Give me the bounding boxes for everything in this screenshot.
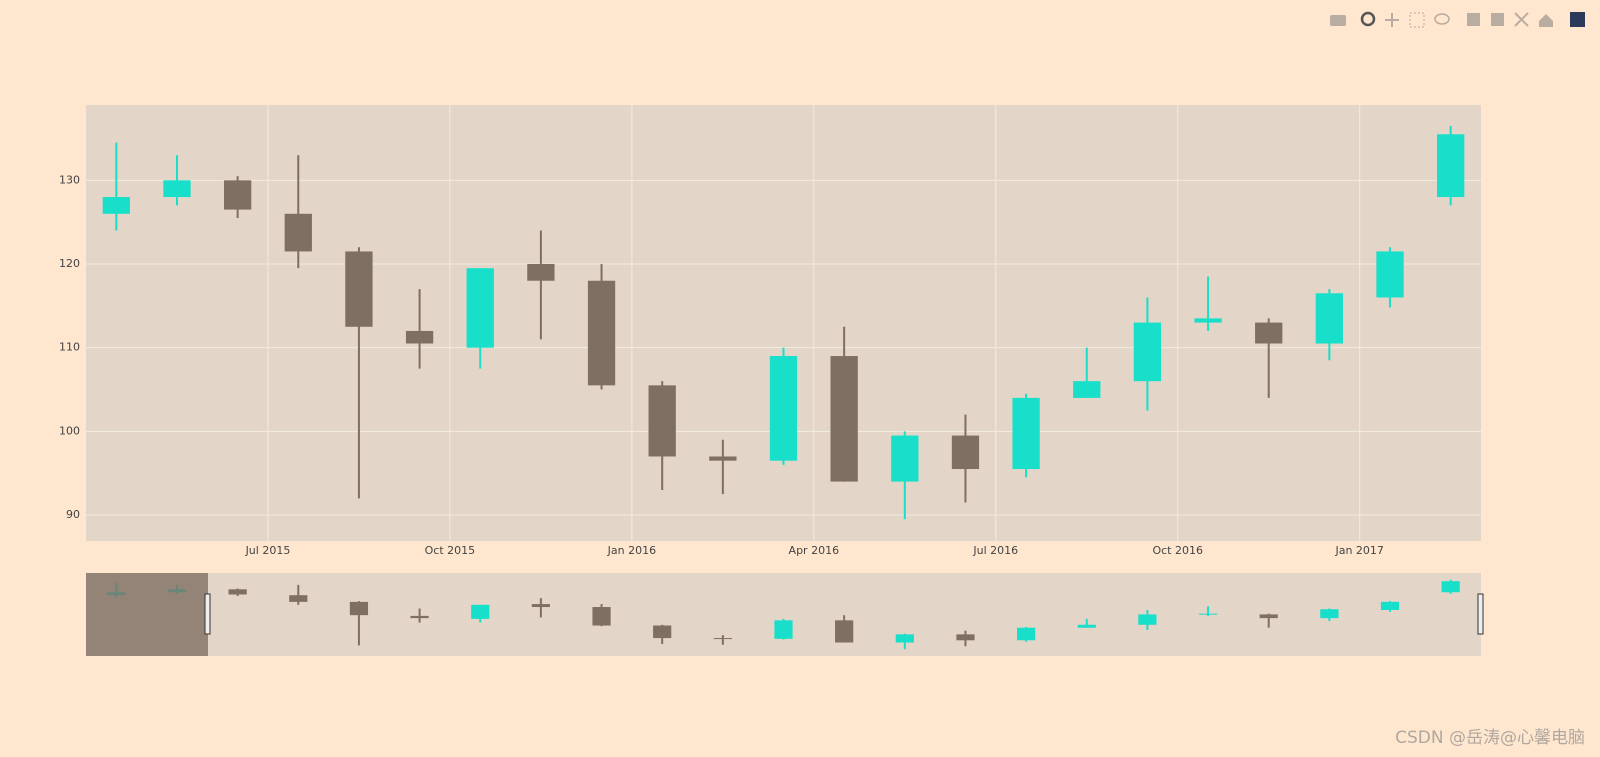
pan-button[interactable] <box>1385 13 1399 27</box>
candle-body <box>1255 322 1283 344</box>
zoom-out-button[interactable] <box>1491 13 1504 26</box>
candle-body <box>228 589 247 595</box>
candle-body <box>587 280 616 386</box>
candle-body <box>648 385 676 457</box>
candle-body <box>527 264 555 281</box>
candle-body <box>102 197 130 214</box>
candle-body <box>1073 381 1101 398</box>
lasso-button[interactable] <box>1434 13 1450 25</box>
candle-body <box>830 356 858 482</box>
box-select-button[interactable] <box>1409 12 1425 28</box>
candle-body <box>1259 614 1278 619</box>
candle-body <box>774 620 793 639</box>
candle-body <box>891 435 919 482</box>
candle-body <box>709 456 737 461</box>
candle-body <box>471 604 490 619</box>
candle-body <box>1017 627 1036 641</box>
x-tick-label: Jul 2016 <box>972 544 1018 557</box>
range-handle[interactable] <box>1477 593 1484 635</box>
candle-body <box>1441 581 1460 593</box>
candle-body <box>531 604 550 608</box>
y-tick-label: 120 <box>59 257 80 270</box>
range-slider[interactable] <box>86 573 1481 656</box>
candle-body <box>1320 609 1339 619</box>
x-tick-label: Jul 2015 <box>245 544 291 557</box>
candle-body <box>410 615 429 619</box>
x-tick-label: Oct 2016 <box>1152 544 1203 557</box>
y-tick-label: 130 <box>59 173 80 186</box>
candle-body <box>349 601 369 616</box>
candle-body <box>592 607 611 626</box>
watermark: CSDN @岳涛@心馨电脑 <box>1395 728 1585 748</box>
candle-body <box>1376 251 1404 298</box>
candle-body <box>895 634 914 643</box>
toolbar <box>1330 11 1585 28</box>
x-tick-label: Jan 2016 <box>607 544 656 557</box>
x-tick-label: Apr 2016 <box>789 544 840 557</box>
y-tick-label: 110 <box>59 341 80 354</box>
zoom-button[interactable] <box>1360 11 1376 27</box>
candle-body <box>1077 624 1096 628</box>
candle-body <box>769 356 798 461</box>
camera-button[interactable] <box>1330 15 1346 26</box>
candle-body <box>1437 134 1465 198</box>
zoom-in-button[interactable] <box>1467 13 1480 26</box>
candle-body <box>466 268 494 348</box>
plot-area <box>86 105 1481 541</box>
range-handle[interactable] <box>204 593 211 635</box>
candle-body <box>713 638 732 640</box>
candle-body <box>1138 614 1157 625</box>
candle-body <box>289 595 308 602</box>
candle-body <box>284 213 312 252</box>
candle-body <box>1194 318 1222 323</box>
candle-body <box>1380 601 1400 610</box>
candle-body <box>345 251 373 327</box>
candle-body <box>405 330 434 344</box>
y-tick-label: 90 <box>66 508 80 521</box>
candle-body <box>1198 613 1218 615</box>
x-tick-label: Jan 2017 <box>1334 544 1383 557</box>
x-tick-label: Oct 2015 <box>425 544 476 557</box>
candle-body <box>1133 322 1162 382</box>
candle-body <box>223 180 252 210</box>
range-slider-mask <box>86 573 208 656</box>
y-tick-label: 100 <box>59 424 80 437</box>
candle-body <box>951 435 980 470</box>
candle-body <box>1012 397 1040 470</box>
candle-body <box>163 180 191 198</box>
candle-body <box>1315 293 1344 344</box>
candle-body <box>956 634 975 641</box>
candle-body <box>835 620 854 643</box>
reset-button[interactable] <box>1539 14 1553 27</box>
candle-body <box>653 625 672 639</box>
autoscale-button[interactable] <box>1514 12 1529 27</box>
plotly-logo[interactable] <box>1570 12 1585 27</box>
